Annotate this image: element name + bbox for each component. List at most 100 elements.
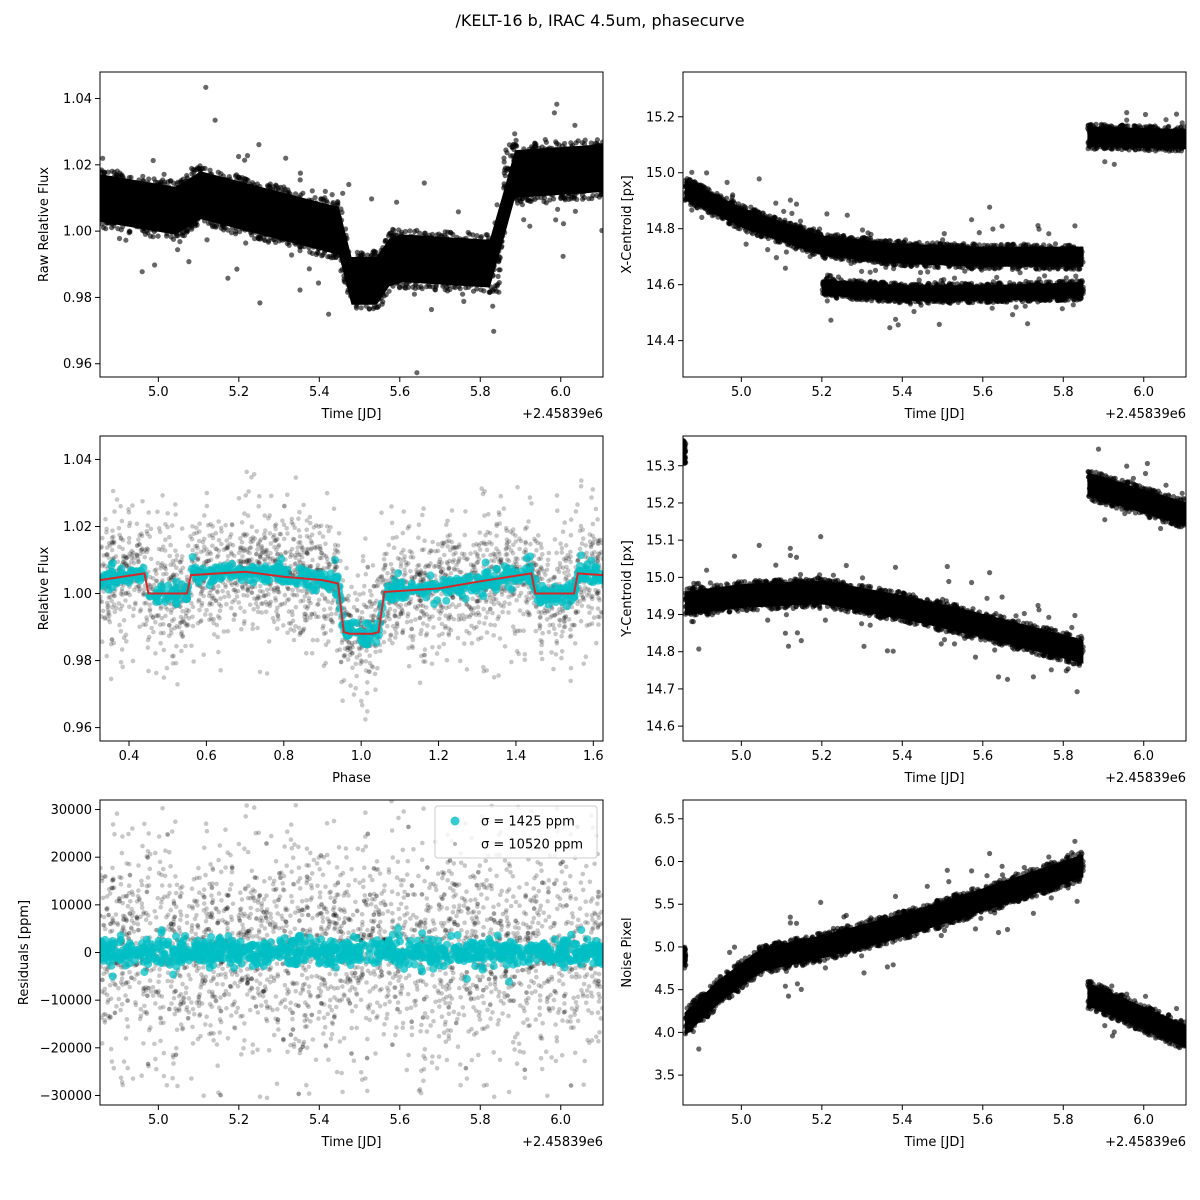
data-point: [527, 223, 533, 229]
data-point: [594, 192, 600, 199]
data-point: [233, 231, 239, 237]
data-point: [1009, 266, 1016, 272]
data-point: [501, 155, 507, 161]
data-point: [419, 286, 425, 292]
data-point: [481, 288, 487, 294]
data-point: [756, 176, 762, 182]
data-point: [554, 101, 560, 107]
data-point: [575, 138, 581, 144]
data-point: [944, 241, 950, 247]
data-point: [1033, 266, 1040, 272]
data-point: [1022, 303, 1028, 309]
data-point: [234, 266, 240, 272]
data-point: [787, 197, 794, 203]
data-point: [139, 269, 145, 275]
data-point: [414, 370, 420, 376]
data-point: [513, 137, 519, 143]
data-point: [773, 239, 779, 245]
data-point: [235, 174, 241, 180]
data-point: [312, 195, 318, 201]
data-point: [319, 253, 325, 259]
data-point: [445, 288, 451, 294]
data-point: [491, 328, 497, 334]
data-point: [771, 214, 777, 220]
y-tick-label: 0.98: [63, 291, 92, 306]
data-point: [925, 269, 931, 275]
data-point: [239, 175, 245, 181]
data-point: [142, 231, 148, 237]
data-point: [1073, 273, 1079, 279]
data-point: [572, 122, 578, 128]
data-point: [484, 232, 490, 238]
data-point: [309, 188, 315, 194]
data-point: [594, 137, 601, 143]
data-point: [1059, 306, 1065, 312]
data-point: [242, 157, 248, 163]
data-point: [256, 142, 262, 148]
data-point: [782, 265, 789, 271]
data-point: [765, 247, 771, 253]
data-point: [502, 173, 508, 179]
data-point: [1010, 312, 1016, 318]
data-point: [987, 204, 993, 210]
data-point: [465, 229, 471, 236]
panels: 5.0 5.2 5.4 5.6 5.8 6.00.960.981.001.021.04Ti…: [17, 71, 1187, 1150]
data-point: [515, 200, 521, 206]
data-point: [315, 280, 322, 286]
plot-area: [683, 110, 1186, 331]
data-point: [402, 228, 409, 235]
data-point: [932, 280, 938, 286]
data-point: [735, 201, 742, 207]
data-point: [335, 199, 341, 205]
data-point: [773, 255, 780, 261]
y-tick-label: 1.04: [63, 92, 92, 107]
x-axis-label: Time [JD]: [321, 407, 382, 422]
data-point: [340, 190, 346, 196]
x-tick-label: 5.8: [470, 385, 491, 400]
data-point: [495, 273, 501, 279]
data-point: [218, 171, 224, 177]
data-point: [463, 285, 469, 291]
data-point: [940, 237, 946, 243]
data-point: [895, 322, 901, 328]
data-point: [161, 171, 167, 177]
data-point: [386, 288, 392, 294]
x-tick-label: 5.4: [309, 385, 330, 400]
data-point: [257, 300, 263, 306]
data-point: [175, 247, 181, 253]
data-point: [581, 194, 587, 201]
data-point: [422, 230, 428, 236]
data-point: [893, 316, 899, 322]
data-point: [815, 229, 821, 235]
data-point: [512, 131, 518, 137]
data-point: [168, 234, 174, 240]
series-2: [819, 252, 1086, 331]
data-point: [888, 258, 894, 265]
x-tick-label: 5.0: [148, 385, 169, 400]
x-tick-label: 6.0: [550, 385, 571, 400]
data-point: [835, 232, 841, 238]
data-point: [186, 259, 192, 265]
panel-x-centroid: 5.0 5.2 5.4 5.6 5.8 6.014.414.614.815.015.2Ti…: [620, 71, 1187, 422]
data-point: [497, 267, 503, 273]
data-point: [989, 305, 995, 311]
data-point: [976, 230, 982, 236]
data-point: [789, 210, 795, 216]
data-point: [1042, 273, 1048, 279]
data-point: [976, 242, 983, 248]
data-point: [698, 182, 704, 188]
data-point: [487, 289, 493, 295]
data-point: [1076, 266, 1082, 272]
data-point: [225, 275, 231, 281]
x-offset-label: +2.45839e6: [522, 407, 603, 422]
data-point: [773, 200, 779, 206]
data-point: [1065, 242, 1071, 248]
data-point: [394, 199, 400, 205]
data-point: [267, 184, 273, 190]
data-point: [957, 264, 963, 270]
data-point: [116, 235, 123, 242]
data-point: [947, 300, 953, 306]
data-point: [126, 228, 133, 234]
data-point: [321, 198, 327, 204]
x-tick-label: 5.6: [389, 385, 410, 400]
